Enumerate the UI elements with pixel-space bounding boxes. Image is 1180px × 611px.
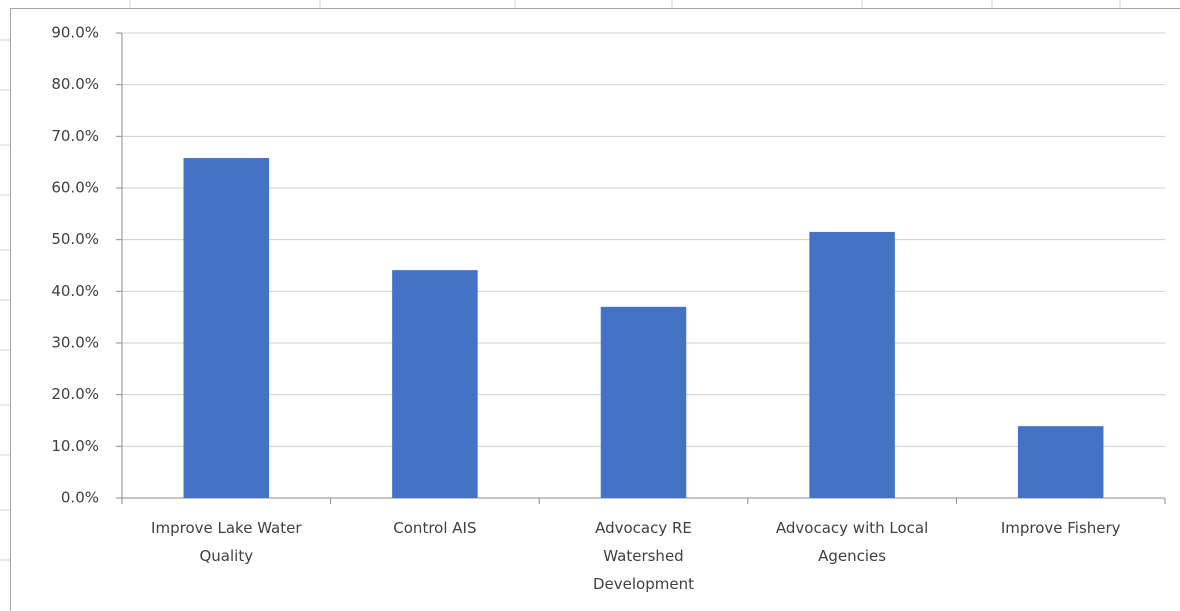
y-tick-label: 60.0% — [51, 179, 99, 197]
y-tick-label: 30.0% — [51, 334, 99, 352]
y-tick-label: 90.0% — [51, 24, 99, 42]
y-tick-label: 80.0% — [51, 75, 99, 93]
y-tick-label: 0.0% — [61, 489, 99, 507]
x-tick-label: Improve Fishery — [1000, 519, 1121, 537]
y-tick-label: 10.0% — [51, 437, 99, 455]
y-tick-label: 70.0% — [51, 127, 99, 145]
x-tick-label: Control AIS — [393, 519, 477, 537]
y-tick-label: 20.0% — [51, 385, 99, 403]
x-tick-label: Improve Lake Water Quality — [151, 519, 302, 565]
bar — [1017, 426, 1104, 498]
sheet-grid — [0, 0, 1121, 561]
x-tick-label: Advocacy RE Watershed Development — [593, 519, 694, 593]
bar — [392, 270, 478, 498]
bar — [600, 306, 687, 498]
bar — [183, 158, 270, 499]
y-tick-label: 50.0% — [51, 230, 99, 248]
bar — [809, 231, 895, 498]
y-tick-label: 40.0% — [51, 282, 99, 300]
x-tick-label: Advocacy with Local Agencies — [775, 519, 929, 565]
